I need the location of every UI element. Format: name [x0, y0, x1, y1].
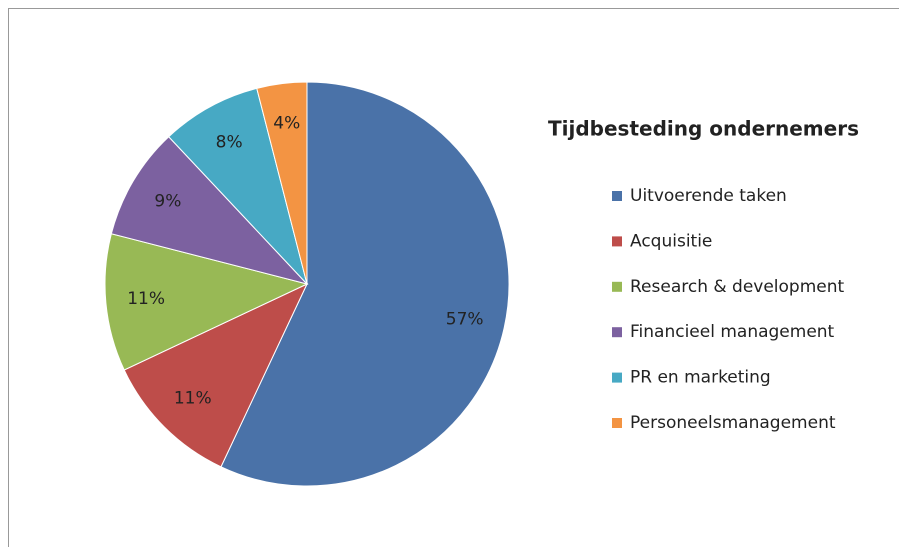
data-label: 11% — [174, 388, 212, 408]
legend-label: Personeelsmanagement — [630, 413, 836, 433]
data-label: 11% — [127, 289, 165, 309]
legend-label: Research & development — [630, 277, 845, 297]
legend-title: Tijdbesteding ondernemers — [548, 117, 859, 141]
pie-slice — [123, 282, 309, 468]
pie-slice — [220, 81, 510, 487]
legend-swatch — [612, 191, 622, 201]
legend-swatch — [612, 418, 622, 428]
legend-swatch — [612, 236, 622, 247]
legend-swatch — [612, 327, 622, 338]
pie-slice — [168, 87, 308, 285]
legend-swatch — [612, 281, 622, 292]
pie-slice — [110, 136, 309, 285]
legend-label: Uitvoerende taken — [630, 186, 787, 206]
legend-label: PR en marketing — [630, 368, 771, 388]
legend-swatch — [612, 372, 622, 383]
data-label: 4% — [273, 114, 300, 134]
data-label: 8% — [216, 132, 243, 152]
data-label: 9% — [154, 192, 181, 212]
data-label: 57% — [446, 309, 484, 329]
pie-slice — [256, 81, 308, 285]
pie-slice — [104, 233, 309, 371]
legend-label: Financieel management — [630, 322, 835, 342]
legend-label: Acquisitie — [630, 231, 712, 251]
